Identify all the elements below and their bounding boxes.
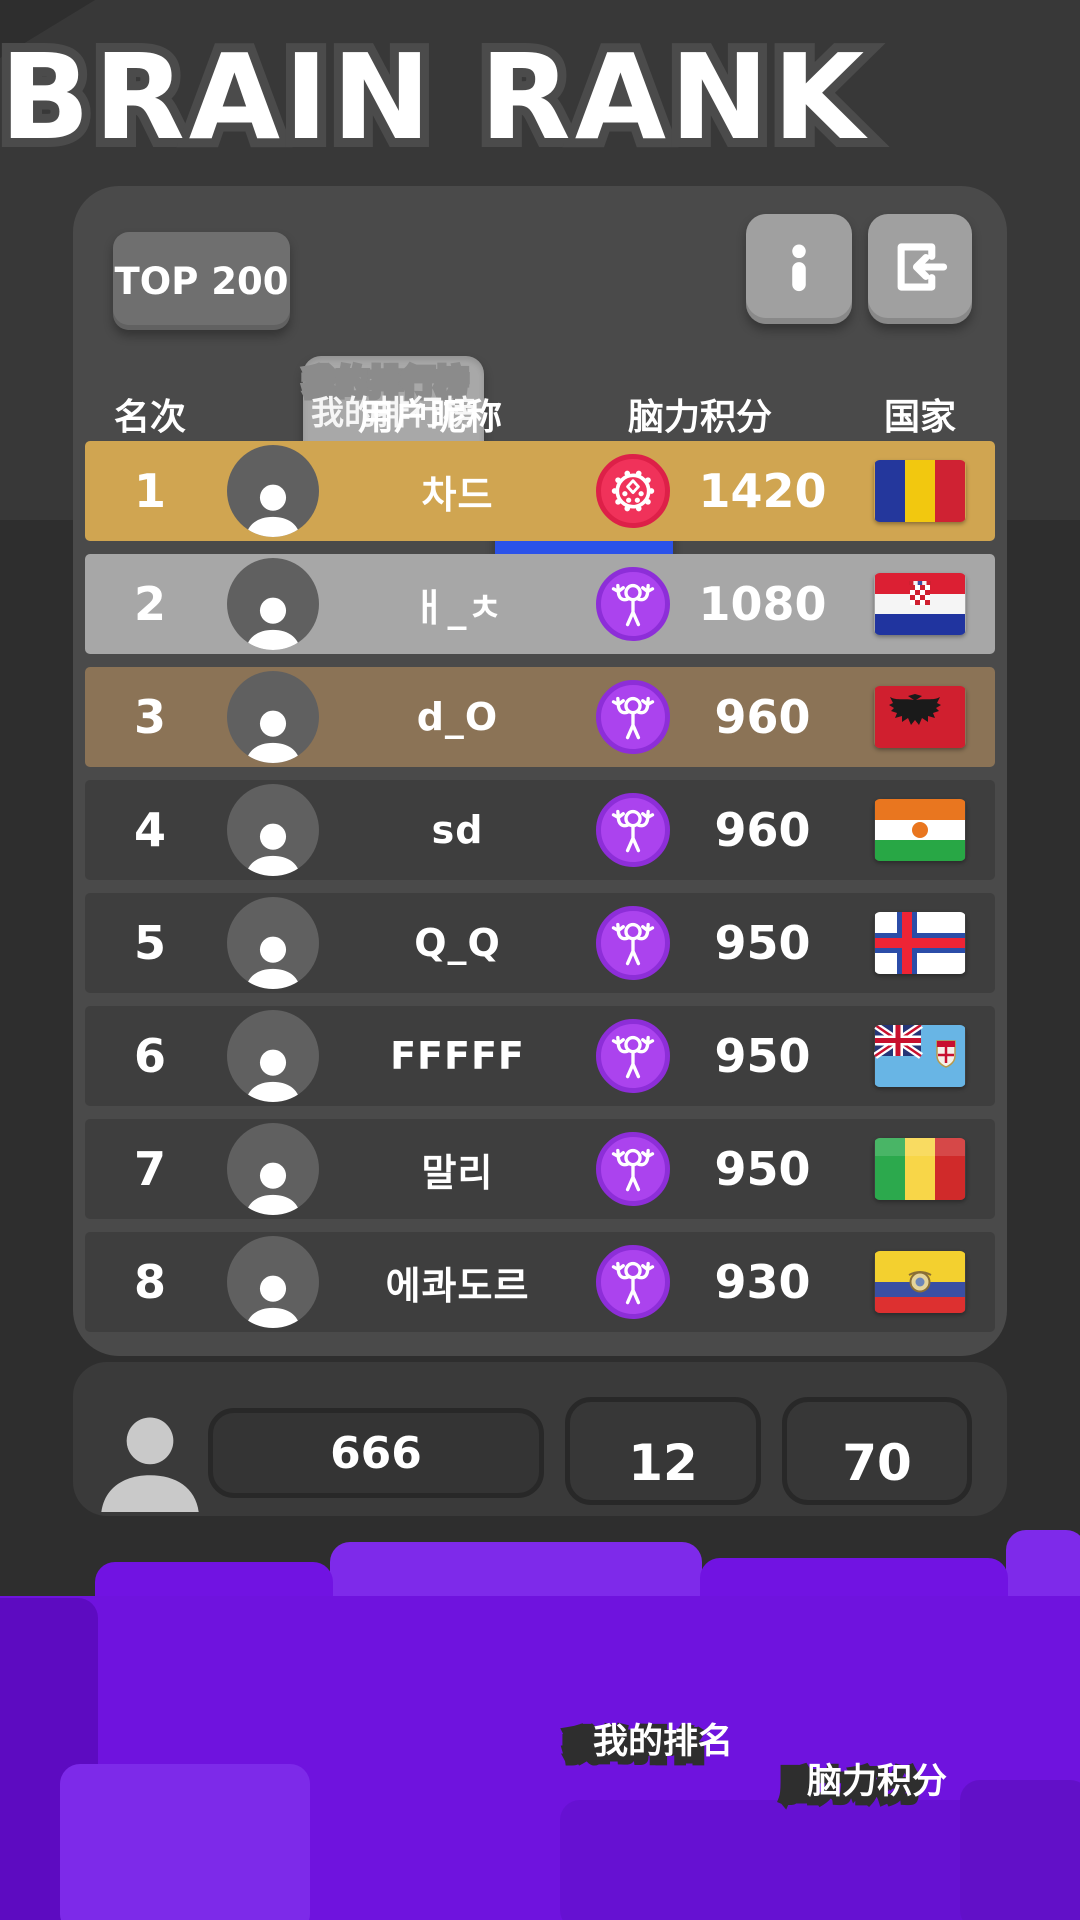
avatar (226, 1123, 319, 1215)
table-row: 4 sd 960 (85, 780, 995, 880)
country-flag (874, 1025, 966, 1087)
my-avatar (88, 1382, 212, 1512)
rank-value: 4 (133, 803, 166, 857)
table-row: 7 말리 950 (85, 1119, 995, 1219)
score-value: 950 (714, 1029, 811, 1083)
header-rank: 名次 (113, 397, 186, 438)
avatar (226, 671, 319, 763)
score-badge-icon (595, 567, 670, 641)
avatar (226, 1236, 319, 1328)
leaderboard-rows: 1 차드 1420 2 ㅐ_ㅊ 1080 (85, 441, 995, 1345)
rank-value: 5 (133, 916, 166, 970)
country-flag (874, 460, 966, 522)
player-name: 에콰도르 (385, 1263, 530, 1308)
my-rank-label: 我的排名 我的排名 (561, 1721, 733, 1772)
score-value: 1420 (698, 464, 827, 518)
info-button[interactable] (746, 214, 852, 324)
score-badge-icon (595, 1245, 670, 1319)
country-flag (874, 1251, 966, 1313)
rank-value: 6 (133, 1029, 166, 1083)
table-row: 1 차드 1420 (85, 441, 995, 541)
score-badge-icon (595, 680, 670, 754)
rank-value: 8 (133, 1255, 166, 1309)
banner-tile (560, 1800, 980, 1920)
player-name: Q_Q (414, 921, 501, 965)
country-flag (874, 799, 966, 861)
header-score: 脑力积分 (627, 397, 772, 438)
my-score-value: 70 (782, 1397, 972, 1505)
score-value: 950 (714, 916, 811, 970)
player-name: ㅐ_ㅊ (411, 585, 504, 630)
avatar (226, 445, 319, 537)
table-row: 3 d_O 960 (85, 667, 995, 767)
score-badge-icon (595, 906, 670, 980)
table-row: 5 Q_Q 950 (85, 893, 995, 993)
exit-icon (887, 234, 953, 304)
exit-button[interactable] (868, 214, 972, 324)
my-leaderboard-button-label: 我的排行榜 (311, 393, 476, 432)
rank-value: 3 (133, 690, 166, 744)
table-row: 6 FFFFF 950 (85, 1006, 995, 1106)
page-title: BRAIN RANK BRAIN RANK (0, 19, 873, 175)
player-name: sd (431, 808, 484, 852)
country-flag (874, 573, 966, 635)
country-flag (874, 686, 966, 748)
my-score-label: 脑力积分 脑力积分 (778, 1761, 947, 1812)
my-name-field: 666 (208, 1408, 544, 1498)
score-badge-icon (595, 1019, 670, 1093)
table-row: 8 에콰도르 930 (85, 1232, 995, 1332)
player-name: FFFFF (390, 1034, 525, 1078)
rank-value: 1 (133, 464, 166, 518)
player-name: 말리 (421, 1150, 494, 1195)
header-country: 国家 (883, 397, 956, 438)
avatar (226, 784, 319, 876)
avatar (226, 897, 319, 989)
score-badge-icon (595, 1132, 670, 1206)
promo-banner (0, 1524, 1080, 1920)
country-flag (874, 1138, 966, 1200)
top200-button[interactable]: TOP 200 (113, 232, 290, 330)
avatar (226, 558, 319, 650)
score-value: 930 (714, 1255, 811, 1309)
score-value: 950 (714, 1142, 811, 1196)
banner-tile (60, 1764, 310, 1920)
score-value: 1080 (698, 577, 827, 631)
country-flag (874, 912, 966, 974)
rank-value: 7 (133, 1142, 166, 1196)
score-value: 960 (714, 690, 811, 744)
rank-value: 2 (133, 577, 166, 631)
avatar (226, 1010, 319, 1102)
player-name: 차드 (421, 472, 494, 517)
banner-tile (960, 1780, 1080, 1920)
table-row: 2 ㅐ_ㅊ 1080 (85, 554, 995, 654)
my-rank-value: 12 (565, 1397, 761, 1505)
top200-button-label: TOP 200 (114, 259, 289, 303)
header-name: 用户昵称 (357, 397, 502, 438)
score-badge-icon (595, 454, 670, 528)
player-name: d_O (416, 695, 499, 739)
score-badge-icon (595, 793, 670, 867)
score-value: 960 (714, 803, 811, 857)
info-icon (770, 238, 828, 300)
